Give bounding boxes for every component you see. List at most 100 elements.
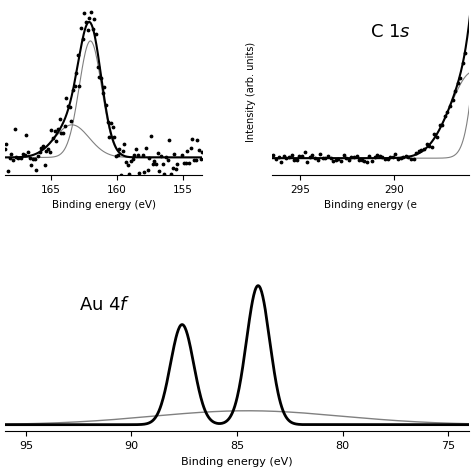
Point <box>428 143 436 150</box>
Point <box>195 146 203 154</box>
Point <box>39 142 47 150</box>
Point <box>172 165 180 173</box>
Point <box>397 155 404 162</box>
Point <box>296 153 303 160</box>
Point <box>100 83 108 91</box>
Point <box>92 30 100 37</box>
Point <box>102 101 110 109</box>
Point <box>31 155 38 163</box>
Point <box>311 155 319 162</box>
Point <box>106 133 113 140</box>
Point <box>412 149 420 156</box>
Point <box>347 153 355 161</box>
Point <box>29 155 37 163</box>
Point <box>112 152 120 159</box>
Point <box>86 14 93 22</box>
Point <box>110 133 118 141</box>
Point <box>84 27 91 34</box>
Point <box>18 154 25 162</box>
Point <box>109 124 117 131</box>
Point <box>117 171 125 178</box>
Point <box>353 152 360 160</box>
X-axis label: Binding energy (eV): Binding energy (eV) <box>181 456 293 466</box>
Point <box>96 73 103 81</box>
Y-axis label: Intensity (arb. units): Intensity (arb. units) <box>246 42 256 142</box>
Point <box>170 150 178 157</box>
Point <box>293 156 301 164</box>
Point <box>71 82 78 90</box>
Point <box>6 154 14 162</box>
Point <box>67 118 75 125</box>
Point <box>21 151 28 158</box>
Point <box>63 94 70 102</box>
Point <box>76 82 83 90</box>
Point <box>49 135 57 142</box>
Point <box>392 151 399 158</box>
Point <box>423 141 430 148</box>
Point <box>89 25 97 33</box>
Point <box>155 167 163 174</box>
X-axis label: Binding energy (eV): Binding energy (eV) <box>52 200 155 210</box>
Point <box>126 171 133 178</box>
Point <box>197 155 205 163</box>
Point <box>11 125 18 132</box>
Point <box>91 15 98 22</box>
Point <box>371 153 378 161</box>
Point <box>454 79 462 87</box>
Point <box>144 166 151 173</box>
Point <box>441 112 448 120</box>
Point <box>361 157 368 165</box>
Point <box>270 152 277 159</box>
Point <box>340 151 347 159</box>
Text: C 1$s$: C 1$s$ <box>370 23 411 41</box>
Point <box>150 157 158 164</box>
Point <box>402 153 410 160</box>
Point <box>183 147 191 155</box>
Point <box>97 74 105 82</box>
Point <box>57 129 65 137</box>
Point <box>66 103 73 111</box>
Point <box>335 155 342 163</box>
Point <box>277 158 285 165</box>
Point <box>16 176 24 183</box>
Point <box>288 151 295 159</box>
Point <box>142 144 150 152</box>
Point <box>321 154 329 161</box>
Point <box>363 158 371 166</box>
Point <box>47 127 55 134</box>
Point <box>280 152 288 160</box>
Point <box>179 151 186 158</box>
Point <box>379 154 386 161</box>
Point <box>157 152 164 160</box>
Point <box>291 156 298 164</box>
Point <box>285 154 293 161</box>
Point <box>306 153 314 160</box>
Point <box>139 151 146 159</box>
X-axis label: Binding energy (e: Binding energy (e <box>324 200 417 210</box>
Point <box>350 153 358 161</box>
Point <box>23 131 30 138</box>
Point <box>94 63 101 71</box>
Point <box>53 137 60 145</box>
Point <box>451 87 459 95</box>
Point <box>137 176 145 184</box>
Point <box>46 148 54 155</box>
Point <box>199 148 206 155</box>
Point <box>79 35 87 42</box>
Point <box>149 161 156 168</box>
Point <box>152 161 160 168</box>
Point <box>456 74 464 82</box>
Point <box>407 155 415 162</box>
Point <box>164 156 171 164</box>
Point <box>124 162 131 169</box>
Point <box>13 153 20 160</box>
Point <box>177 176 184 183</box>
Point <box>459 59 467 67</box>
Point <box>27 161 35 169</box>
Point <box>77 24 85 32</box>
Point <box>87 8 95 16</box>
Point <box>8 150 15 158</box>
Point <box>345 156 353 164</box>
Point <box>298 152 306 160</box>
Point <box>175 174 183 182</box>
